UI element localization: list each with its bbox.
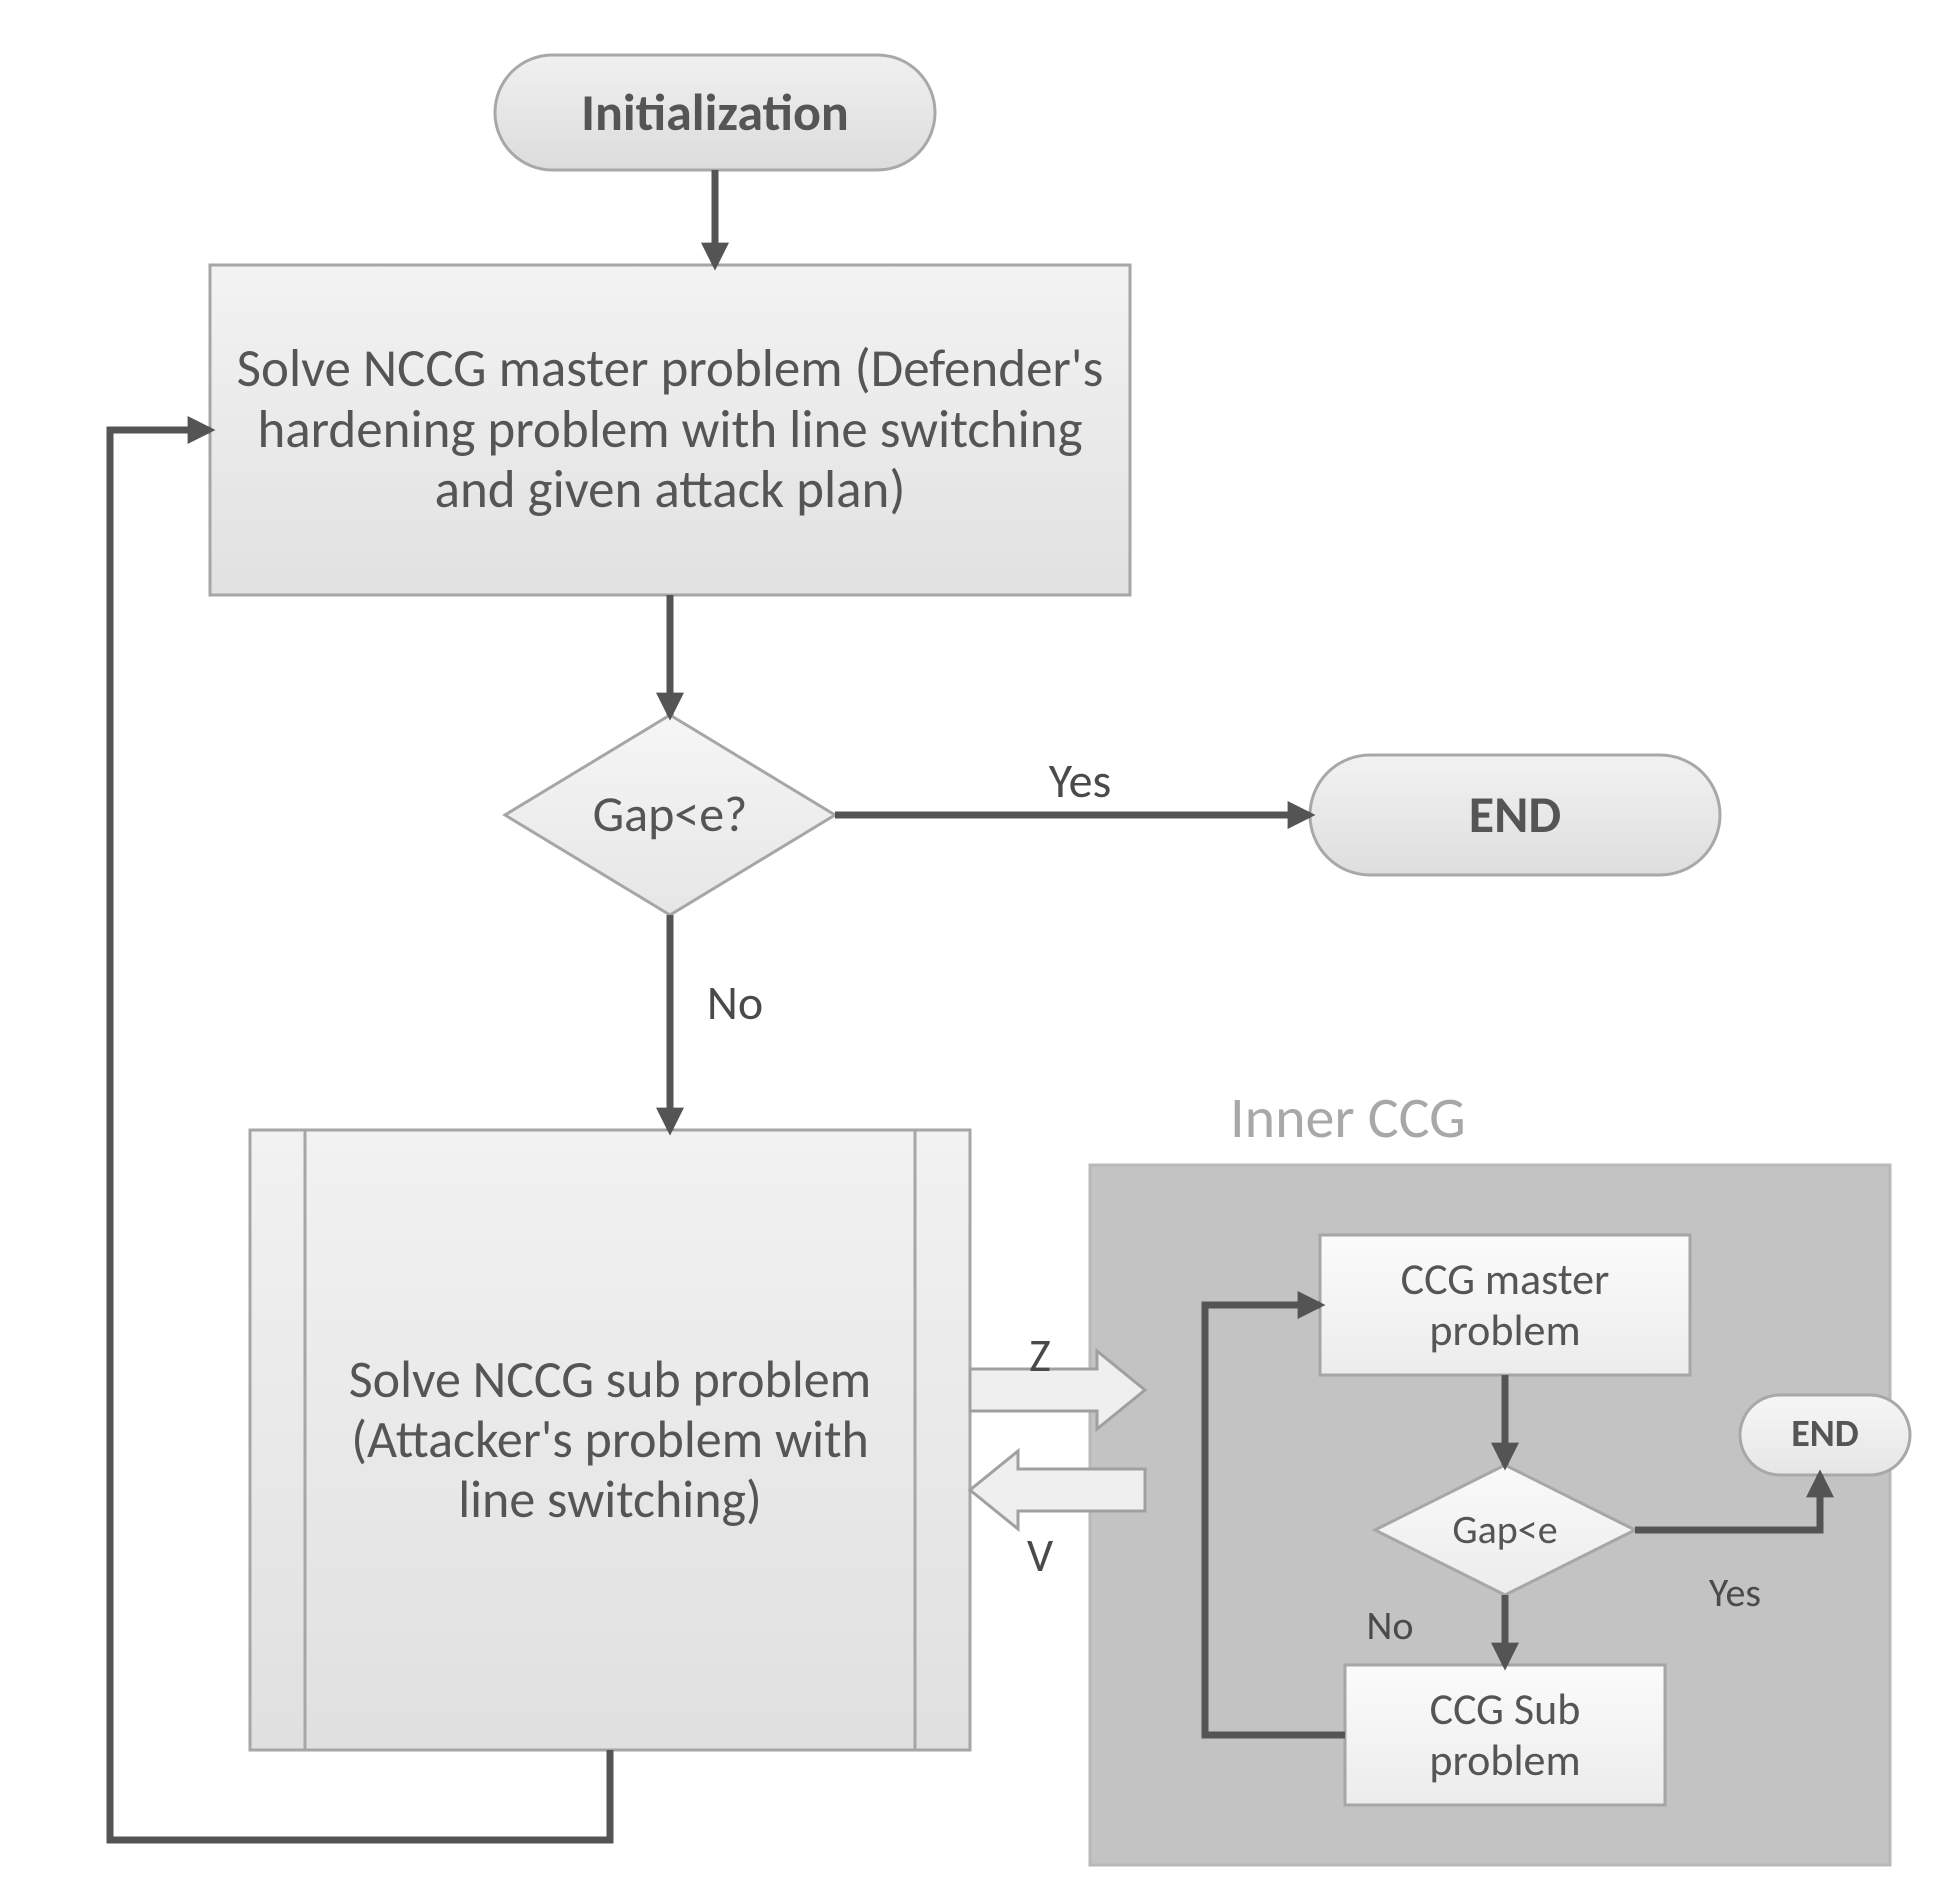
edge-8-label: Yes xyxy=(1675,1570,1795,1616)
node-ccg_master-label: CCG master problem xyxy=(1335,1240,1675,1370)
inner-ccg-label: Inner CCG xyxy=(1230,1085,1730,1152)
edge-5-label: Z xyxy=(980,1330,1100,1383)
flowchart-canvas: Inner CCG Initialization Solve NCCG master… xyxy=(0,0,1949,1902)
node-end1-label: END xyxy=(1325,760,1705,870)
edge-9-label: No xyxy=(1330,1603,1450,1649)
node-init-label: Initialization xyxy=(510,60,920,165)
node-dec1-label: Gap<e? xyxy=(538,745,802,885)
node-master-label: Solve NCCG master problem (Defender's ha… xyxy=(225,270,1115,590)
node-sub-label: Solve NCCG sub problem (Attacker's probl… xyxy=(315,1145,905,1735)
edge-2-label: Yes xyxy=(1020,753,1140,808)
node-dec2-label: Gap<e xyxy=(1401,1485,1609,1576)
node-ccg_sub-label: CCG Sub problem xyxy=(1360,1670,1650,1800)
edge-3-label: No xyxy=(675,975,795,1030)
node-end2-label: END xyxy=(1755,1400,1895,1470)
edge-6-label: V xyxy=(980,1530,1100,1583)
